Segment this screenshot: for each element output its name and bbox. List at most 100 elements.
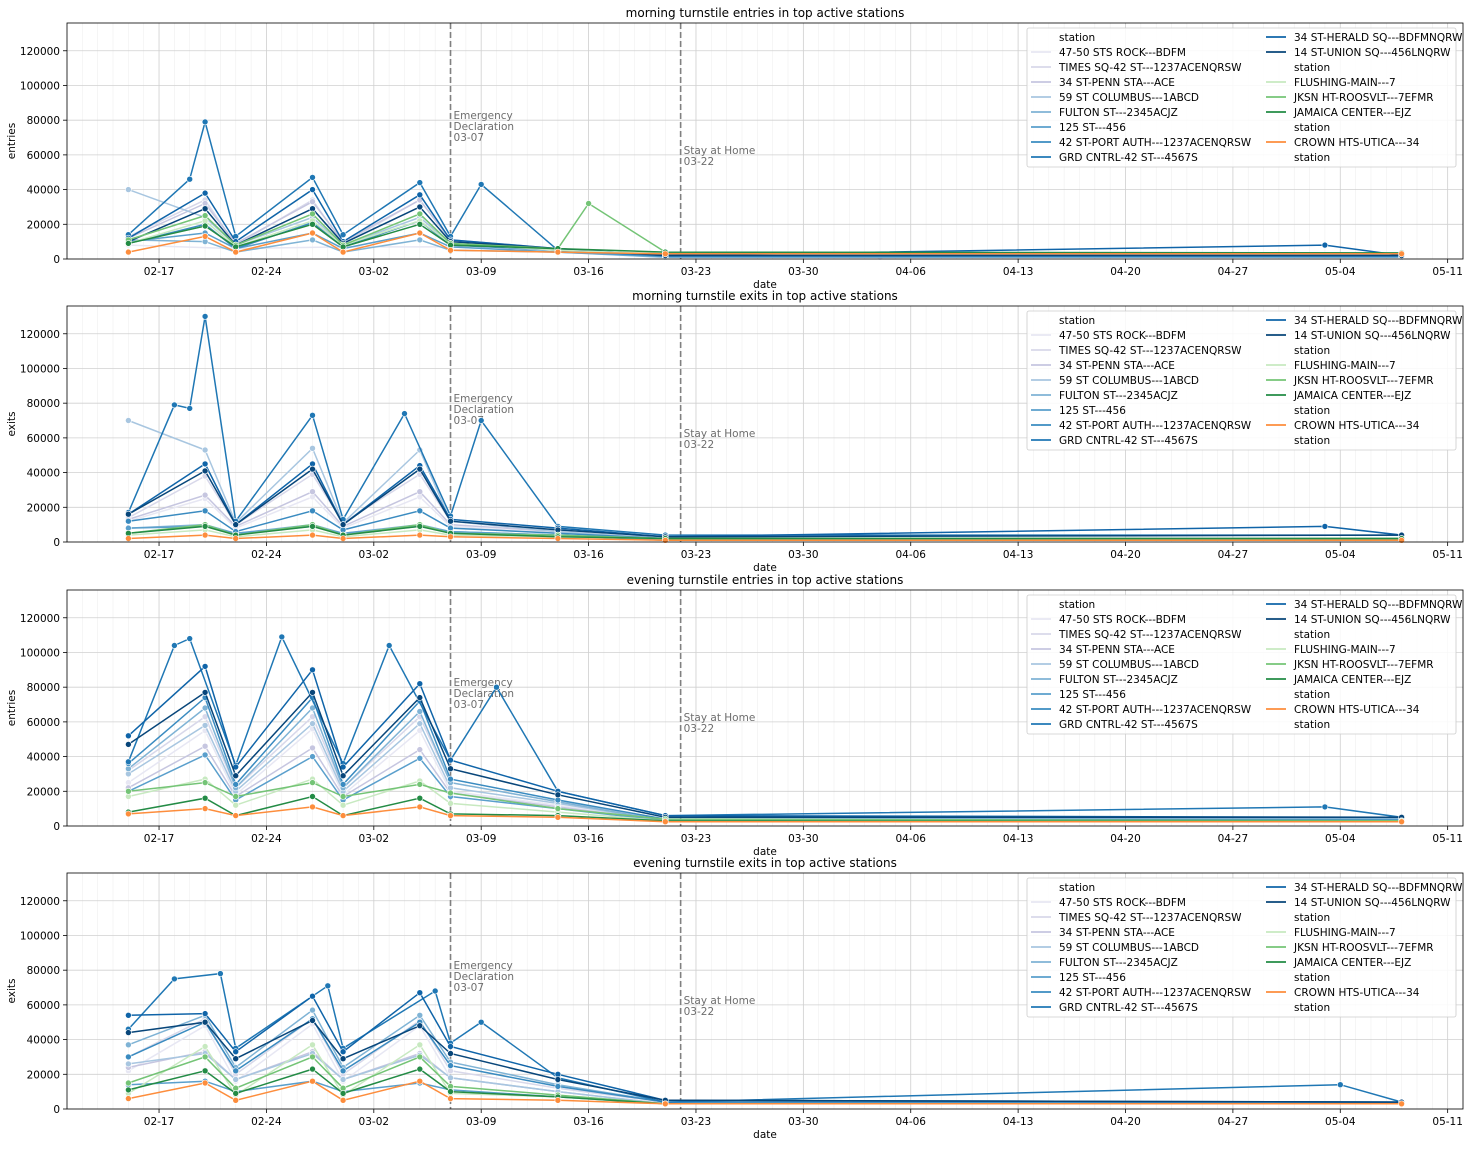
- data-point: [416, 720, 424, 727]
- legend-label: 59 ST COLUMBUS---1ABCD: [1059, 659, 1199, 671]
- series: [125, 1077, 1405, 1108]
- series-line: [128, 509, 1402, 540]
- x-tick-label: 03-23: [681, 1116, 712, 1128]
- x-tick-label: 05-04: [1325, 549, 1356, 561]
- data-point: [171, 401, 178, 409]
- event-annotation: Stay at Home: [684, 995, 756, 1007]
- y-tick-label: 0: [53, 1104, 60, 1116]
- data-point: [416, 523, 424, 530]
- data-point: [201, 212, 209, 219]
- event-annotation: 03-22: [684, 156, 715, 168]
- x-tick-label: 04-13: [1003, 833, 1034, 845]
- legend-label: GRD CNTRL-42 ST---4567S: [1059, 152, 1198, 164]
- legend-label: 47-50 STS ROCK---BDFM: [1059, 614, 1186, 626]
- y-tick-label: 100000: [20, 363, 60, 375]
- data-point: [416, 229, 424, 237]
- x-tick-label: 03-16: [573, 833, 604, 845]
- data-point: [201, 1053, 209, 1061]
- y-tick-label: 100000: [20, 647, 60, 659]
- data-point: [416, 708, 424, 715]
- legend-label: 14 ST-UNION SQ---456LNQRW: [1294, 897, 1451, 909]
- data-point: [309, 1077, 316, 1085]
- series-line: [128, 1017, 1402, 1103]
- data-point: [493, 683, 500, 691]
- event-annotation: Stay at Home: [684, 145, 756, 157]
- legend-label: station: [1059, 599, 1095, 611]
- data-point: [447, 1043, 454, 1050]
- x-tick-label: 03-02: [359, 266, 390, 278]
- data-point: [171, 975, 178, 983]
- legend-label: 14 ST-UNION SQ---456LNQRW: [1294, 330, 1451, 342]
- data-point: [339, 793, 347, 800]
- legend-label: 34 ST-HERALD SQ---BDFMNQRW: [1294, 599, 1463, 611]
- data-point: [232, 535, 239, 542]
- series-line: [128, 1052, 1402, 1105]
- data-point: [232, 248, 239, 256]
- legend-label: station: [1294, 972, 1330, 984]
- legend-label: station: [1294, 122, 1330, 134]
- y-axis-label: exits: [6, 979, 18, 1004]
- event-annotation: 03-07: [454, 982, 485, 994]
- data-point: [201, 467, 209, 475]
- data-point: [125, 1029, 132, 1036]
- data-point: [309, 444, 316, 452]
- data-point: [477, 1018, 485, 1026]
- data-point: [339, 1090, 347, 1097]
- y-tick-label: 0: [53, 254, 60, 266]
- axes-frame: [66, 872, 1464, 1110]
- x-tick-label: 02-17: [144, 1116, 175, 1128]
- x-tick-label: 02-24: [251, 549, 282, 561]
- x-tick-label: 05-11: [1432, 549, 1463, 561]
- legend-label: station: [1294, 345, 1330, 357]
- legend-label: GRD CNTRL-42 ST---4567S: [1059, 1002, 1198, 1014]
- data-point: [125, 787, 132, 795]
- x-tick-label: 04-06: [895, 266, 926, 278]
- x-tick-label: 04-27: [1218, 833, 1249, 845]
- data-point: [309, 229, 316, 237]
- data-point: [1337, 1081, 1344, 1088]
- data-point: [125, 1079, 132, 1087]
- subplot-2: 02-17 02-24 03-02 03-09 03-16 03-23 03-30 04-06…: [6, 289, 1464, 574]
- series-line: [127, 715, 1402, 820]
- legend-label: TIMES SQ-42 ST---1237ACENQRSW: [1058, 62, 1242, 74]
- legend-label: 14 ST-UNION SQ---456LNQRW: [1294, 614, 1451, 626]
- data-point: [232, 521, 239, 528]
- legend-label: FLUSHING-MAIN---7: [1294, 360, 1396, 372]
- legend-label: FULTON ST---2345ACJZ: [1059, 957, 1178, 969]
- data-point: [186, 175, 193, 183]
- x-tick-label: 02-24: [251, 833, 282, 845]
- data-point: [477, 417, 485, 424]
- event-annotation: Declaration: [454, 121, 515, 133]
- data-point: [447, 800, 454, 807]
- y-tick-label: 120000: [20, 896, 60, 908]
- data-point: [309, 779, 316, 786]
- legend-label: JAMAICA CENTER---EJZ: [1293, 957, 1411, 969]
- x-axis-label: date: [753, 1129, 777, 1141]
- x-tick-label: 04-06: [895, 549, 926, 561]
- data-point: [125, 186, 132, 193]
- x-tick-label: 03-16: [573, 549, 604, 561]
- series-line: [127, 665, 1402, 819]
- data-point: [201, 1018, 209, 1026]
- legend: station 47-50 STS ROCK---BDFM TIMES SQ-42 …: [1026, 594, 1463, 735]
- x-axis-label: date: [753, 846, 777, 858]
- data-point: [125, 1060, 132, 1068]
- legend-label: 42 ST-PORT AUTH---1237ACENQRSW: [1059, 704, 1252, 716]
- data-point: [309, 221, 316, 228]
- legend: station 47-50 STS ROCK---BDFM TIMES SQ-42 …: [1026, 877, 1463, 1018]
- data-point: [339, 521, 347, 528]
- data-point: [201, 222, 209, 230]
- x-tick-label: 03-09: [466, 266, 497, 278]
- legend-label: FLUSHING-MAIN---7: [1294, 927, 1396, 939]
- data-point: [554, 535, 562, 542]
- x-tick-label: 03-02: [359, 833, 390, 845]
- x-tick-label: 03-02: [359, 549, 390, 561]
- data-point: [339, 1055, 347, 1062]
- data-point: [339, 781, 347, 788]
- legend-label: FLUSHING-MAIN---7: [1294, 77, 1396, 89]
- y-tick-label: 40000: [27, 752, 60, 764]
- event-annotation: 03-22: [684, 439, 715, 451]
- series-line: [128, 219, 1402, 255]
- legend-label: 14 ST-UNION SQ---456LNQRW: [1294, 47, 1451, 59]
- legend: station 47-50 STS ROCK---BDFM TIMES SQ-42 …: [1026, 27, 1463, 168]
